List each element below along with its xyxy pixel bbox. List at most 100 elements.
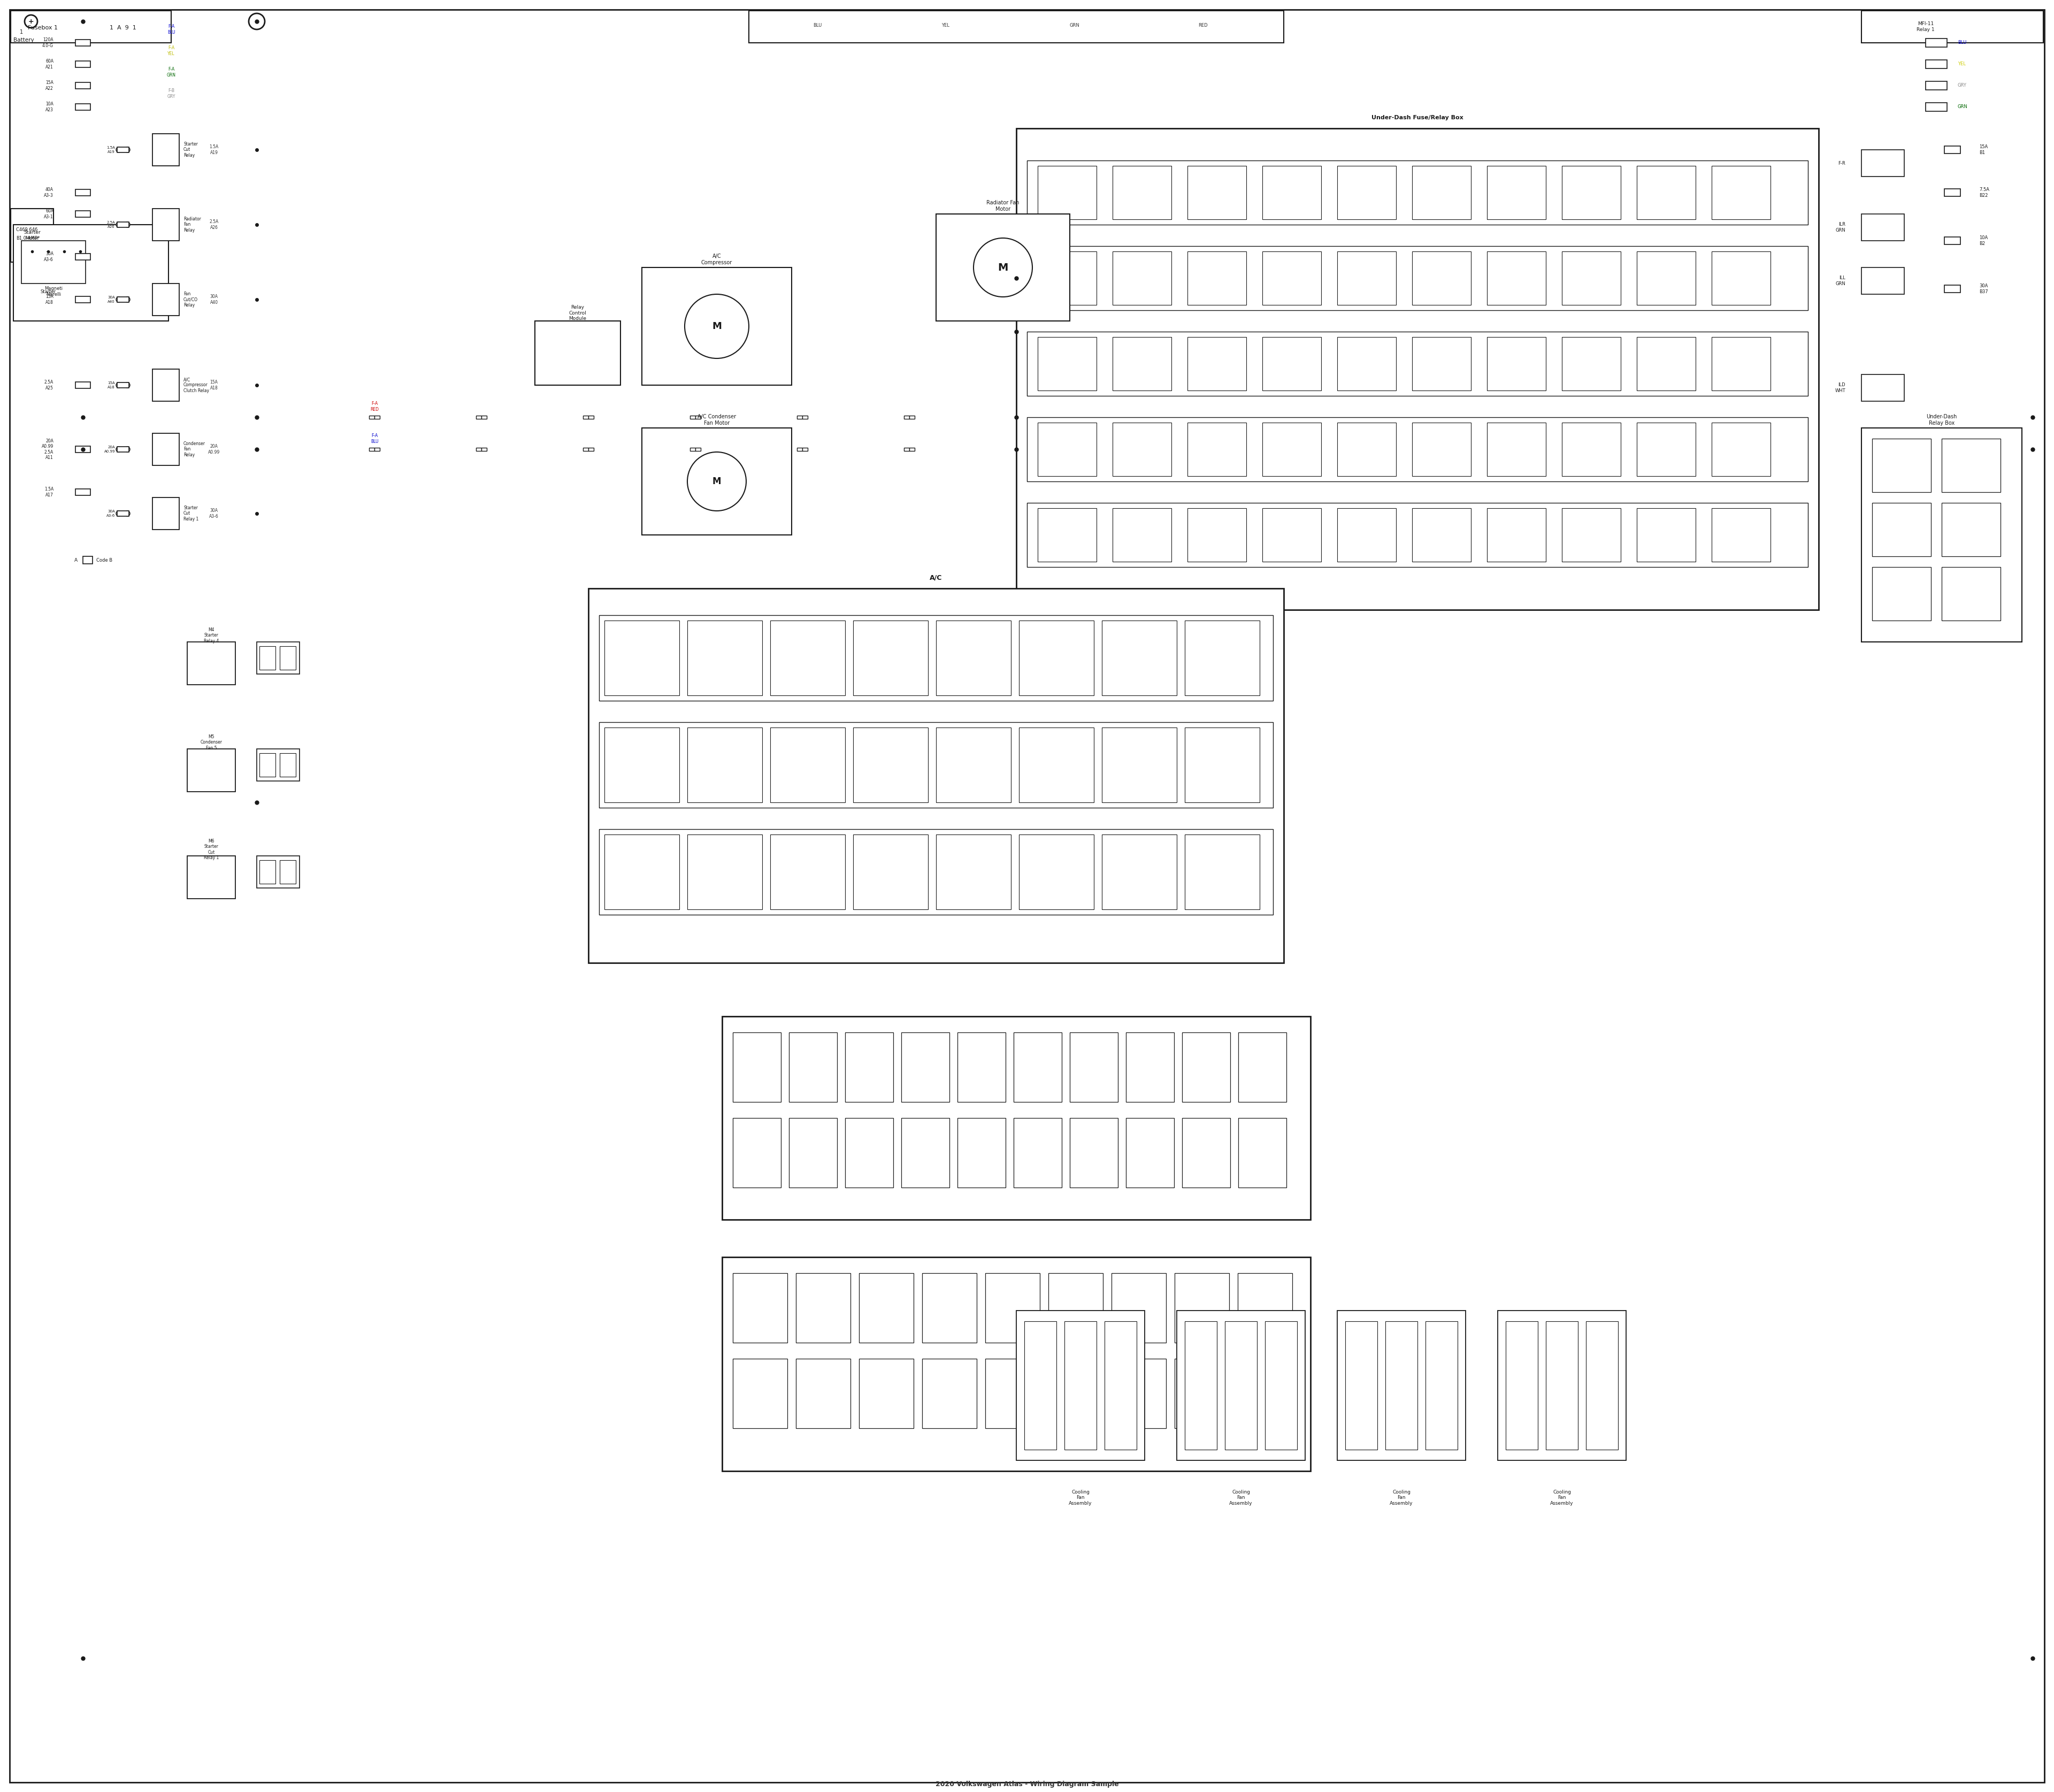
- Text: F-R: F-R: [1838, 161, 1844, 165]
- Bar: [1064, 1321, 1097, 1450]
- Bar: [1224, 1321, 1257, 1450]
- Circle shape: [117, 297, 121, 303]
- Bar: [1187, 509, 1247, 561]
- Bar: [1239, 1032, 1286, 1102]
- Text: A: A: [74, 557, 78, 563]
- Bar: [600, 830, 1273, 914]
- Bar: [76, 104, 90, 109]
- Bar: [1037, 337, 1097, 391]
- Text: A/C
Compressor: A/C Compressor: [700, 254, 733, 265]
- Bar: [1337, 509, 1397, 561]
- Bar: [1425, 1321, 1458, 1450]
- Bar: [477, 416, 481, 419]
- Text: F-A
RED: F-A RED: [370, 401, 378, 412]
- Bar: [733, 1032, 781, 1102]
- Bar: [477, 448, 481, 452]
- Text: Under-Dash Fuse/Relay Box: Under-Dash Fuse/Relay Box: [1372, 115, 1462, 120]
- Bar: [152, 283, 179, 315]
- Text: YEL: YEL: [1957, 61, 1966, 66]
- Text: F-A
GRN: F-A GRN: [166, 66, 177, 77]
- Bar: [370, 416, 374, 419]
- Bar: [1711, 423, 1771, 477]
- Bar: [1337, 251, 1397, 305]
- Bar: [859, 1358, 914, 1428]
- Bar: [1345, 1321, 1378, 1450]
- Bar: [604, 620, 680, 695]
- Bar: [902, 1118, 949, 1188]
- Bar: [1941, 566, 2001, 620]
- Bar: [76, 211, 90, 217]
- Text: 60A
A21: 60A A21: [45, 59, 53, 70]
- Bar: [641, 267, 791, 385]
- Bar: [1561, 509, 1621, 561]
- Text: GRN: GRN: [1070, 23, 1080, 29]
- Bar: [14, 224, 168, 321]
- Text: 30A
A3-6: 30A A3-6: [107, 511, 115, 518]
- Text: 30A
A3-6: 30A A3-6: [43, 251, 53, 262]
- Bar: [587, 416, 594, 419]
- Circle shape: [249, 13, 265, 29]
- Bar: [82, 556, 92, 564]
- Bar: [1027, 332, 1808, 396]
- Text: 30A
A40: 30A A40: [107, 296, 115, 303]
- Bar: [279, 647, 296, 670]
- Bar: [1561, 337, 1621, 391]
- Bar: [117, 446, 129, 452]
- Bar: [21, 240, 86, 283]
- Text: 2020 Volkswagen Atlas - Wiring Diagram Sample: 2020 Volkswagen Atlas - Wiring Diagram S…: [935, 1781, 1119, 1787]
- Text: M5
Condenser
Fan 5: M5 Condenser Fan 5: [201, 735, 222, 751]
- Bar: [922, 1272, 978, 1342]
- Bar: [1113, 251, 1171, 305]
- Bar: [76, 382, 90, 389]
- Bar: [1239, 1358, 1292, 1428]
- Text: 15A
B1: 15A B1: [1980, 145, 1988, 154]
- Bar: [152, 134, 179, 167]
- Bar: [844, 1118, 893, 1188]
- Bar: [257, 749, 300, 781]
- Bar: [1487, 251, 1547, 305]
- Bar: [1185, 728, 1259, 803]
- Circle shape: [125, 147, 129, 152]
- Text: 15A
A18: 15A A18: [210, 380, 218, 391]
- Bar: [937, 213, 1070, 321]
- Bar: [10, 208, 53, 262]
- Text: A/C: A/C: [930, 573, 943, 581]
- Bar: [600, 722, 1273, 808]
- Bar: [374, 448, 380, 452]
- Bar: [1175, 1358, 1228, 1428]
- Bar: [986, 1272, 1039, 1342]
- Bar: [76, 61, 90, 68]
- Text: A/C Condenser
Fan Motor: A/C Condenser Fan Motor: [698, 414, 735, 426]
- Bar: [1187, 337, 1247, 391]
- Bar: [1027, 418, 1808, 482]
- Bar: [1861, 11, 2044, 43]
- Bar: [1177, 1310, 1304, 1460]
- Text: F-A
YEL: F-A YEL: [168, 45, 175, 56]
- Bar: [600, 615, 1273, 701]
- Text: Battery: Battery: [14, 38, 35, 43]
- Bar: [770, 728, 844, 803]
- Bar: [279, 860, 296, 883]
- Text: 15A
A18: 15A A18: [45, 294, 53, 305]
- Text: 1.5A
A19: 1.5A A19: [107, 147, 115, 154]
- Bar: [1711, 337, 1771, 391]
- Bar: [1337, 337, 1397, 391]
- Bar: [1586, 1321, 1619, 1450]
- Text: Radiator
Fan
Relay: Radiator Fan Relay: [183, 217, 201, 233]
- Bar: [1037, 509, 1097, 561]
- Bar: [1637, 509, 1697, 561]
- Bar: [1871, 504, 1931, 556]
- Bar: [1019, 835, 1095, 909]
- Bar: [1637, 251, 1697, 305]
- Bar: [259, 860, 275, 883]
- Text: BLU: BLU: [813, 23, 822, 29]
- Bar: [910, 448, 914, 452]
- Circle shape: [974, 238, 1033, 297]
- Bar: [76, 82, 90, 90]
- Text: ILD
WHT: ILD WHT: [1834, 383, 1844, 392]
- Text: ILL
GRN: ILL GRN: [1836, 276, 1844, 287]
- Bar: [1945, 285, 1960, 292]
- Bar: [852, 728, 928, 803]
- Bar: [1185, 1321, 1216, 1450]
- Bar: [1413, 423, 1471, 477]
